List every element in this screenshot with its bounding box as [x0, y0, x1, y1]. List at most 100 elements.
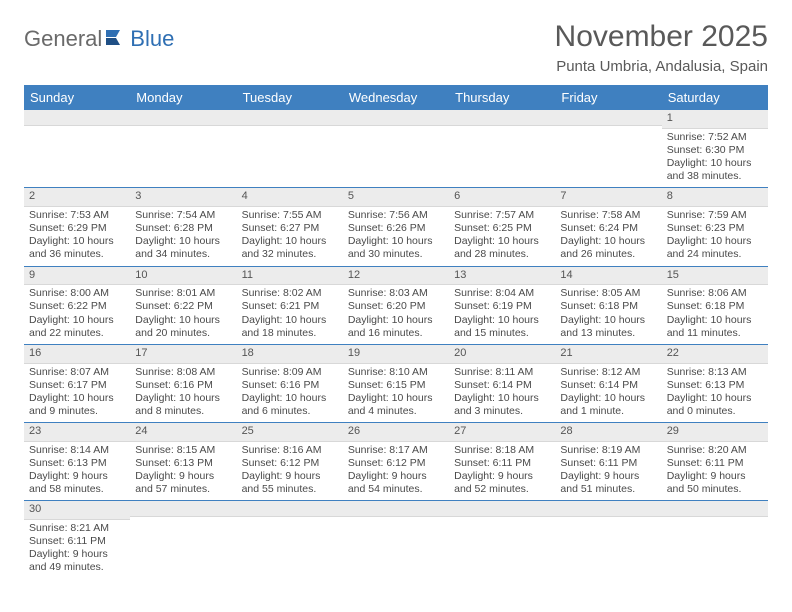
sunset-text: Sunset: 6:22 PM [29, 300, 125, 313]
logo: General Blue [24, 20, 174, 52]
weekday-header: Sunday [24, 85, 130, 110]
day-number: 29 [662, 423, 768, 442]
sunset-text: Sunset: 6:12 PM [242, 457, 338, 470]
sunrise-text: Sunrise: 8:17 AM [348, 444, 444, 457]
sunset-text: Sunset: 6:13 PM [667, 379, 763, 392]
weekday-header: Wednesday [343, 85, 449, 110]
sunrise-text: Sunrise: 8:18 AM [454, 444, 550, 457]
calendar-cell [237, 110, 343, 188]
day-body: Sunrise: 8:12 AMSunset: 6:14 PMDaylight:… [555, 364, 661, 423]
logo-text-general: General [24, 26, 102, 52]
calendar-cell: 11Sunrise: 8:02 AMSunset: 6:21 PMDayligh… [237, 266, 343, 344]
daylight-text: Daylight: 10 hours and 36 minutes. [29, 235, 125, 261]
day-number [662, 501, 768, 517]
sunrise-text: Sunrise: 8:15 AM [135, 444, 231, 457]
day-number: 5 [343, 188, 449, 207]
sunrise-text: Sunrise: 7:54 AM [135, 209, 231, 222]
calendar-cell: 13Sunrise: 8:04 AMSunset: 6:19 PMDayligh… [449, 266, 555, 344]
calendar-cell: 28Sunrise: 8:19 AMSunset: 6:11 PMDayligh… [555, 423, 661, 501]
sunset-text: Sunset: 6:20 PM [348, 300, 444, 313]
day-body: Sunrise: 8:06 AMSunset: 6:18 PMDaylight:… [662, 285, 768, 344]
calendar-cell: 14Sunrise: 8:05 AMSunset: 6:18 PMDayligh… [555, 266, 661, 344]
sunrise-text: Sunrise: 8:04 AM [454, 287, 550, 300]
day-body: Sunrise: 8:15 AMSunset: 6:13 PMDaylight:… [130, 442, 236, 501]
sunrise-text: Sunrise: 8:09 AM [242, 366, 338, 379]
day-number: 2 [24, 188, 130, 207]
daylight-text: Daylight: 10 hours and 18 minutes. [242, 314, 338, 340]
sunrise-text: Sunrise: 8:02 AM [242, 287, 338, 300]
day-body: Sunrise: 8:09 AMSunset: 6:16 PMDaylight:… [237, 364, 343, 423]
day-body: Sunrise: 7:53 AMSunset: 6:29 PMDaylight:… [24, 207, 130, 266]
day-body: Sunrise: 8:18 AMSunset: 6:11 PMDaylight:… [449, 442, 555, 501]
day-number: 23 [24, 423, 130, 442]
sunset-text: Sunset: 6:13 PM [29, 457, 125, 470]
daylight-text: Daylight: 10 hours and 30 minutes. [348, 235, 444, 261]
daylight-text: Daylight: 10 hours and 24 minutes. [667, 235, 763, 261]
daylight-text: Daylight: 9 hours and 55 minutes. [242, 470, 338, 496]
daylight-text: Daylight: 10 hours and 11 minutes. [667, 314, 763, 340]
daylight-text: Daylight: 10 hours and 32 minutes. [242, 235, 338, 261]
calendar-cell [555, 110, 661, 188]
daylight-text: Daylight: 10 hours and 4 minutes. [348, 392, 444, 418]
day-number: 19 [343, 345, 449, 364]
sunrise-text: Sunrise: 8:01 AM [135, 287, 231, 300]
sunset-text: Sunset: 6:18 PM [667, 300, 763, 313]
sunset-text: Sunset: 6:18 PM [560, 300, 656, 313]
daylight-text: Daylight: 10 hours and 9 minutes. [29, 392, 125, 418]
sunset-text: Sunset: 6:26 PM [348, 222, 444, 235]
day-number: 7 [555, 188, 661, 207]
calendar-cell [130, 110, 236, 188]
month-title: November 2025 [555, 20, 768, 54]
day-body: Sunrise: 8:20 AMSunset: 6:11 PMDaylight:… [662, 442, 768, 501]
day-body: Sunrise: 8:08 AMSunset: 6:16 PMDaylight:… [130, 364, 236, 423]
day-number [555, 501, 661, 517]
day-number: 13 [449, 267, 555, 286]
sunrise-text: Sunrise: 7:53 AM [29, 209, 125, 222]
weekday-header: Friday [555, 85, 661, 110]
calendar-cell: 29Sunrise: 8:20 AMSunset: 6:11 PMDayligh… [662, 423, 768, 501]
day-body: Sunrise: 8:11 AMSunset: 6:14 PMDaylight:… [449, 364, 555, 423]
day-number: 27 [449, 423, 555, 442]
daylight-text: Daylight: 9 hours and 52 minutes. [454, 470, 550, 496]
sunrise-text: Sunrise: 7:57 AM [454, 209, 550, 222]
sunrise-text: Sunrise: 8:20 AM [667, 444, 763, 457]
day-number: 8 [662, 188, 768, 207]
day-body: Sunrise: 7:52 AMSunset: 6:30 PMDaylight:… [662, 129, 768, 188]
day-number: 20 [449, 345, 555, 364]
daylight-text: Daylight: 9 hours and 50 minutes. [667, 470, 763, 496]
day-number [343, 110, 449, 126]
calendar-cell: 6Sunrise: 7:57 AMSunset: 6:25 PMDaylight… [449, 188, 555, 266]
day-body: Sunrise: 8:19 AMSunset: 6:11 PMDaylight:… [555, 442, 661, 501]
calendar-cell: 1Sunrise: 7:52 AMSunset: 6:30 PMDaylight… [662, 110, 768, 188]
calendar-row: 16Sunrise: 8:07 AMSunset: 6:17 PMDayligh… [24, 344, 768, 422]
day-number: 18 [237, 345, 343, 364]
calendar-cell [449, 501, 555, 579]
sunset-text: Sunset: 6:19 PM [454, 300, 550, 313]
day-body: Sunrise: 8:07 AMSunset: 6:17 PMDaylight:… [24, 364, 130, 423]
sunrise-text: Sunrise: 8:00 AM [29, 287, 125, 300]
calendar-cell [237, 501, 343, 579]
calendar-cell: 30Sunrise: 8:21 AMSunset: 6:11 PMDayligh… [24, 501, 130, 579]
calendar-cell: 15Sunrise: 8:06 AMSunset: 6:18 PMDayligh… [662, 266, 768, 344]
daylight-text: Daylight: 10 hours and 26 minutes. [560, 235, 656, 261]
weekday-header: Thursday [449, 85, 555, 110]
daylight-text: Daylight: 9 hours and 58 minutes. [29, 470, 125, 496]
day-number: 4 [237, 188, 343, 207]
day-number [449, 501, 555, 517]
calendar-cell [555, 501, 661, 579]
calendar-cell [130, 501, 236, 579]
calendar-cell [24, 110, 130, 188]
sunrise-text: Sunrise: 8:12 AM [560, 366, 656, 379]
daylight-text: Daylight: 10 hours and 28 minutes. [454, 235, 550, 261]
day-number: 14 [555, 267, 661, 286]
sunrise-text: Sunrise: 8:19 AM [560, 444, 656, 457]
calendar-cell: 3Sunrise: 7:54 AMSunset: 6:28 PMDaylight… [130, 188, 236, 266]
day-number: 26 [343, 423, 449, 442]
calendar-cell: 7Sunrise: 7:58 AMSunset: 6:24 PMDaylight… [555, 188, 661, 266]
calendar-cell: 8Sunrise: 7:59 AMSunset: 6:23 PMDaylight… [662, 188, 768, 266]
sunset-text: Sunset: 6:21 PM [242, 300, 338, 313]
sunset-text: Sunset: 6:28 PM [135, 222, 231, 235]
sunset-text: Sunset: 6:15 PM [348, 379, 444, 392]
calendar-row: 30Sunrise: 8:21 AMSunset: 6:11 PMDayligh… [24, 501, 768, 579]
day-number [24, 110, 130, 126]
